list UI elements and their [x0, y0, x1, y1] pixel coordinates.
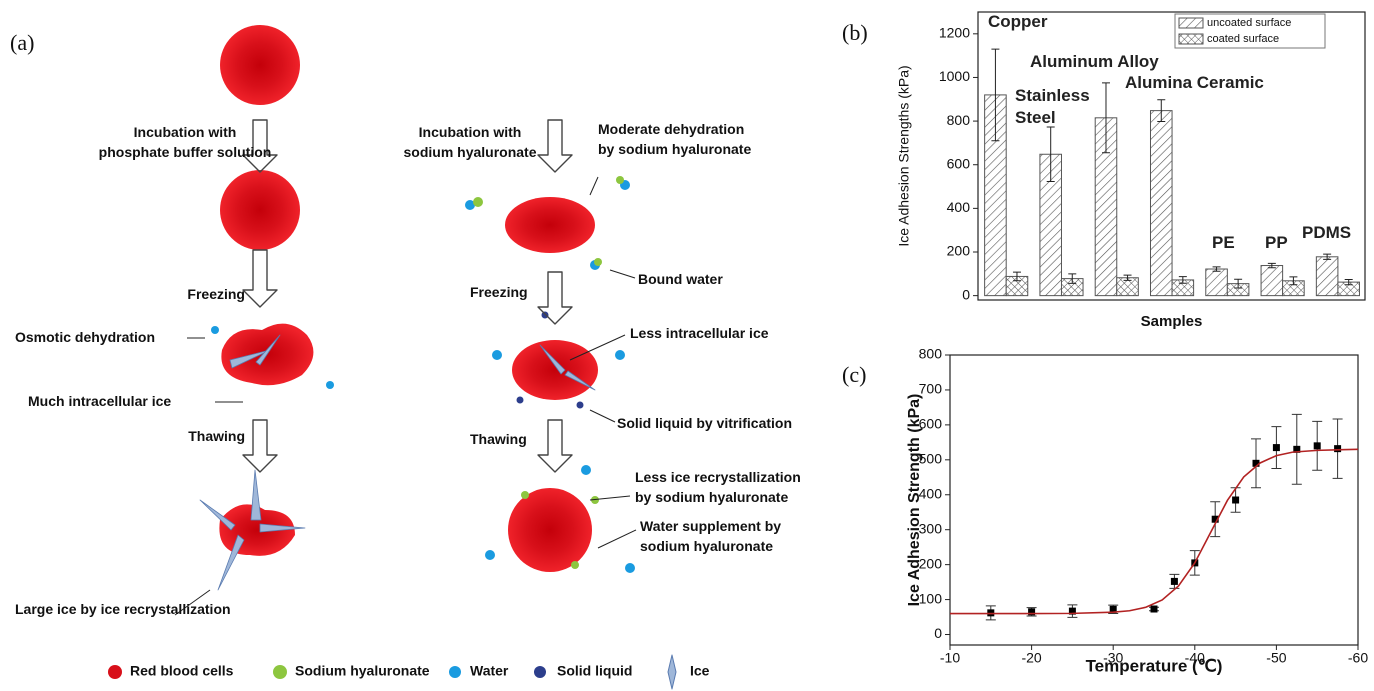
- x-tick-label: -10: [940, 650, 960, 666]
- y-tick-label: 200: [947, 243, 971, 259]
- diagram-label: Thawing: [470, 431, 527, 447]
- label-line: Bound water: [638, 271, 723, 287]
- diagram-label: Less ice recrystallization by sodium hyal…: [635, 469, 801, 505]
- panel-label: (a): [10, 30, 34, 55]
- panel-label: (c): [842, 362, 866, 387]
- label-line: Moderate dehydration: [598, 121, 744, 137]
- diagram-label: Thawing: [188, 428, 245, 444]
- diagram-label: Incubation with phosphate buffer solution: [99, 124, 272, 160]
- panel-label: (b): [842, 20, 868, 45]
- bar: [1206, 269, 1228, 296]
- category-label: Stainless Steel: [1015, 85, 1095, 129]
- legend-label: Sodium hyaluronate: [295, 663, 430, 679]
- figure: (a) (b) (c) Incubation with phosphate buffer…: [0, 0, 1374, 691]
- label-line: Much intracellular ice: [28, 393, 171, 409]
- label-line: by sodium hyaluronate: [598, 141, 751, 157]
- plot-frame: [950, 355, 1358, 645]
- diagram-label: Less intracellular ice: [630, 325, 769, 341]
- label-line: Water supplement by: [640, 518, 781, 534]
- bar: [1150, 111, 1172, 296]
- label-line: Thawing: [188, 428, 245, 444]
- legend-label: uncoated surface: [1207, 17, 1291, 29]
- label-line: sodium hyaluronate: [403, 144, 536, 160]
- diagram-label: Osmotic dehydration: [15, 329, 155, 345]
- y-tick-label: 1000: [939, 68, 970, 84]
- category-label: Alumina Ceramic: [1125, 72, 1295, 94]
- label-line: Incubation with: [419, 124, 522, 140]
- y-tick-label: 0: [962, 286, 970, 302]
- label-line: Osmotic dehydration: [15, 329, 155, 345]
- label-line: sodium hyaluronate: [640, 538, 773, 554]
- legend-swatch: [1179, 18, 1203, 28]
- point: [1334, 445, 1341, 452]
- x-tick-label: -40: [1185, 650, 1205, 666]
- legend-label: Solid liquid: [557, 663, 632, 679]
- diagram-label: Solid liquid by vitrification: [617, 415, 792, 431]
- category-label: Aluminum Alloy: [1030, 51, 1200, 73]
- legend-swatch: [1179, 34, 1203, 44]
- diagram-label: Bound water: [638, 271, 723, 287]
- y-tick-label: 800: [947, 112, 971, 128]
- diagram-label: Much intracellular ice: [28, 393, 171, 409]
- label-line: phosphate buffer solution: [99, 144, 272, 160]
- x-tick-label: -30: [1103, 650, 1123, 666]
- label-line: by sodium hyaluronate: [635, 489, 788, 505]
- y-tick-label: 400: [947, 199, 971, 215]
- bar: [1261, 266, 1283, 296]
- bar: [1316, 257, 1338, 296]
- point: [1273, 444, 1280, 451]
- diagram-label: Water supplement by sodium hyaluronate: [640, 518, 781, 554]
- category-label: Copper: [988, 11, 1158, 33]
- diagram-label: Moderate dehydration by sodium hyaluronat…: [598, 121, 751, 157]
- label-line: Freezing: [470, 284, 528, 300]
- label-line: Less ice recrystallization: [635, 469, 801, 485]
- legend-label: Red blood cells: [130, 663, 234, 679]
- x-tick-label: -50: [1266, 650, 1286, 666]
- point: [1151, 606, 1158, 613]
- y-tick-label: 600: [947, 155, 971, 171]
- diagram-label: Large ice by ice recrystallization: [15, 601, 231, 617]
- label-line: Large ice by ice recrystallization: [15, 601, 231, 617]
- y-axis-label: Ice Adhesion Strengths (kPa): [896, 65, 912, 246]
- y-tick-label: 0: [934, 625, 942, 641]
- x-tick-label: -60: [1348, 650, 1368, 666]
- diagram-label: Incubation with sodium hyaluronate: [403, 124, 536, 160]
- label-line: Freezing: [187, 286, 245, 302]
- diagram-label: Freezing: [470, 284, 528, 300]
- label-line: Solid liquid by vitrification: [617, 415, 792, 431]
- figure-canvas: (a) (b) (c) Incubation with phosphate buffer…: [0, 0, 1374, 691]
- point: [1314, 442, 1321, 449]
- legend-label: Ice: [690, 663, 710, 679]
- legend-label: coated surface: [1207, 33, 1279, 45]
- y-tick-label: 1200: [939, 25, 970, 41]
- y-axis-label: Ice Adhesion Strength (kPa): [906, 394, 923, 607]
- y-tick-label: 800: [919, 346, 943, 362]
- label-line: Less intracellular ice: [630, 325, 769, 341]
- x-tick-label: -20: [1021, 650, 1041, 666]
- point: [1232, 497, 1239, 504]
- label-line: Thawing: [470, 431, 527, 447]
- diagram-label: Freezing: [187, 286, 245, 302]
- legend-label: Water: [470, 663, 509, 679]
- label-line: Incubation with: [134, 124, 237, 140]
- point: [1171, 578, 1178, 585]
- x-axis-label: Samples: [1141, 313, 1203, 330]
- category-label: PDMS: [1302, 222, 1374, 244]
